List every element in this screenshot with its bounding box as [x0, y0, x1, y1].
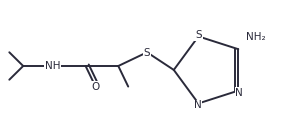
Text: S: S — [144, 48, 150, 58]
Text: N: N — [194, 100, 201, 110]
Text: N: N — [236, 88, 243, 98]
Text: NH: NH — [45, 61, 61, 71]
Text: O: O — [92, 82, 100, 92]
Text: S: S — [195, 30, 202, 40]
Text: NH₂: NH₂ — [246, 32, 266, 43]
